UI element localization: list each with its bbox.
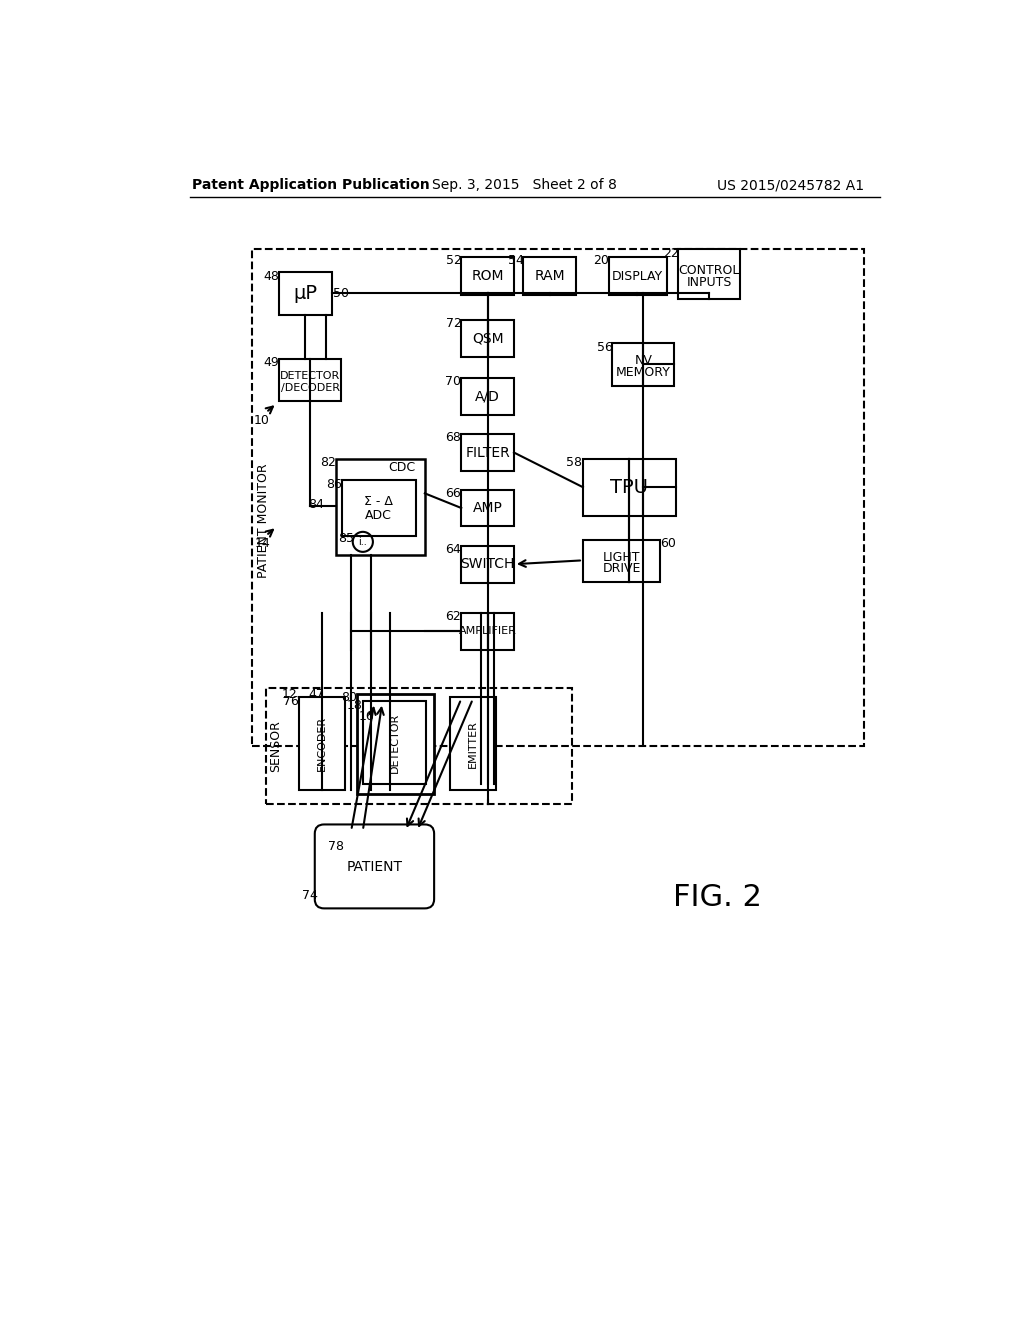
Text: DETECTOR: DETECTOR <box>389 713 399 774</box>
Text: MEMORY: MEMORY <box>616 366 671 379</box>
Text: RAM: RAM <box>535 269 565 284</box>
Text: 68: 68 <box>445 432 462 445</box>
Text: 70: 70 <box>445 375 462 388</box>
Text: FILTER: FILTER <box>465 446 510 459</box>
Text: 22: 22 <box>663 247 678 260</box>
Text: AMP: AMP <box>473 502 503 515</box>
Bar <box>461 434 514 471</box>
Text: LIGHT: LIGHT <box>603 550 640 564</box>
Text: 66: 66 <box>445 487 462 500</box>
Text: 74: 74 <box>302 888 318 902</box>
Bar <box>461 321 514 358</box>
Text: 54: 54 <box>508 255 523 268</box>
FancyBboxPatch shape <box>314 825 434 908</box>
Text: PATIENT MONITOR: PATIENT MONITOR <box>257 463 270 578</box>
Bar <box>612 343 675 385</box>
Text: FIG. 2: FIG. 2 <box>673 883 762 912</box>
Text: QSM: QSM <box>472 331 504 346</box>
Bar <box>583 540 660 582</box>
Text: 52: 52 <box>445 255 462 268</box>
Text: DISPLAY: DISPLAY <box>611 269 663 282</box>
Text: 12: 12 <box>282 688 297 701</box>
Text: 16: 16 <box>358 710 375 723</box>
Bar <box>362 701 426 784</box>
Bar <box>356 693 434 793</box>
Text: AMPLIFIER: AMPLIFIER <box>459 626 516 636</box>
Text: 48: 48 <box>263 269 280 282</box>
Text: 76: 76 <box>283 694 299 708</box>
Text: 50: 50 <box>333 286 349 300</box>
Bar <box>608 257 667 296</box>
Text: 56: 56 <box>597 341 612 354</box>
Text: 84: 84 <box>308 499 325 511</box>
Text: ENCODER: ENCODER <box>316 715 327 771</box>
Text: 82: 82 <box>321 455 336 469</box>
Text: PATIENT: PATIENT <box>346 859 402 874</box>
Bar <box>461 257 514 296</box>
Text: 80: 80 <box>341 690 357 704</box>
Text: ADC: ADC <box>365 510 392 523</box>
Bar <box>450 697 496 789</box>
Text: ROM: ROM <box>471 269 504 284</box>
Bar <box>583 459 676 516</box>
Text: EMITTER: EMITTER <box>468 719 478 767</box>
Bar <box>461 545 514 582</box>
Text: 49: 49 <box>263 356 280 370</box>
Bar <box>461 490 514 527</box>
Text: 18: 18 <box>347 698 364 711</box>
Text: /DECODER: /DECODER <box>281 383 340 393</box>
Text: CDC: CDC <box>388 462 415 474</box>
Text: μP: μP <box>294 284 317 302</box>
Bar <box>678 249 740 300</box>
Text: DRIVE: DRIVE <box>602 562 641 576</box>
Text: 78: 78 <box>328 840 344 853</box>
Bar <box>280 359 341 401</box>
Text: 85: 85 <box>338 532 353 545</box>
Text: A/D: A/D <box>475 389 500 404</box>
Text: 62: 62 <box>445 610 462 623</box>
Bar <box>266 688 572 804</box>
Bar <box>461 378 514 414</box>
Text: CONTROL: CONTROL <box>679 264 740 277</box>
Text: TPU: TPU <box>610 478 648 496</box>
Bar <box>280 272 332 314</box>
Text: 86: 86 <box>327 478 342 491</box>
Bar <box>252 249 864 746</box>
Text: i..: i.. <box>358 537 368 546</box>
Text: SWITCH: SWITCH <box>461 557 515 572</box>
Text: 14: 14 <box>254 537 270 550</box>
Text: US 2015/0245782 A1: US 2015/0245782 A1 <box>717 178 864 193</box>
Text: Σ - Δ: Σ - Δ <box>364 495 393 508</box>
Text: 72: 72 <box>445 317 462 330</box>
Bar <box>523 257 575 296</box>
Text: 47: 47 <box>308 688 325 701</box>
Text: 58: 58 <box>565 455 582 469</box>
Text: Patent Application Publication: Patent Application Publication <box>191 178 429 193</box>
Text: INPUTS: INPUTS <box>686 276 732 289</box>
Text: 64: 64 <box>445 543 462 556</box>
Bar <box>342 480 416 536</box>
Text: Sep. 3, 2015   Sheet 2 of 8: Sep. 3, 2015 Sheet 2 of 8 <box>432 178 617 193</box>
Bar <box>336 459 425 554</box>
Bar <box>461 612 514 649</box>
Text: SENSOR: SENSOR <box>268 719 282 772</box>
Text: 10: 10 <box>254 413 270 426</box>
Text: 60: 60 <box>660 537 676 550</box>
Text: DETECTOR: DETECTOR <box>280 371 340 381</box>
Text: NV: NV <box>635 354 652 367</box>
Bar <box>299 697 345 789</box>
Text: 20: 20 <box>593 255 608 268</box>
